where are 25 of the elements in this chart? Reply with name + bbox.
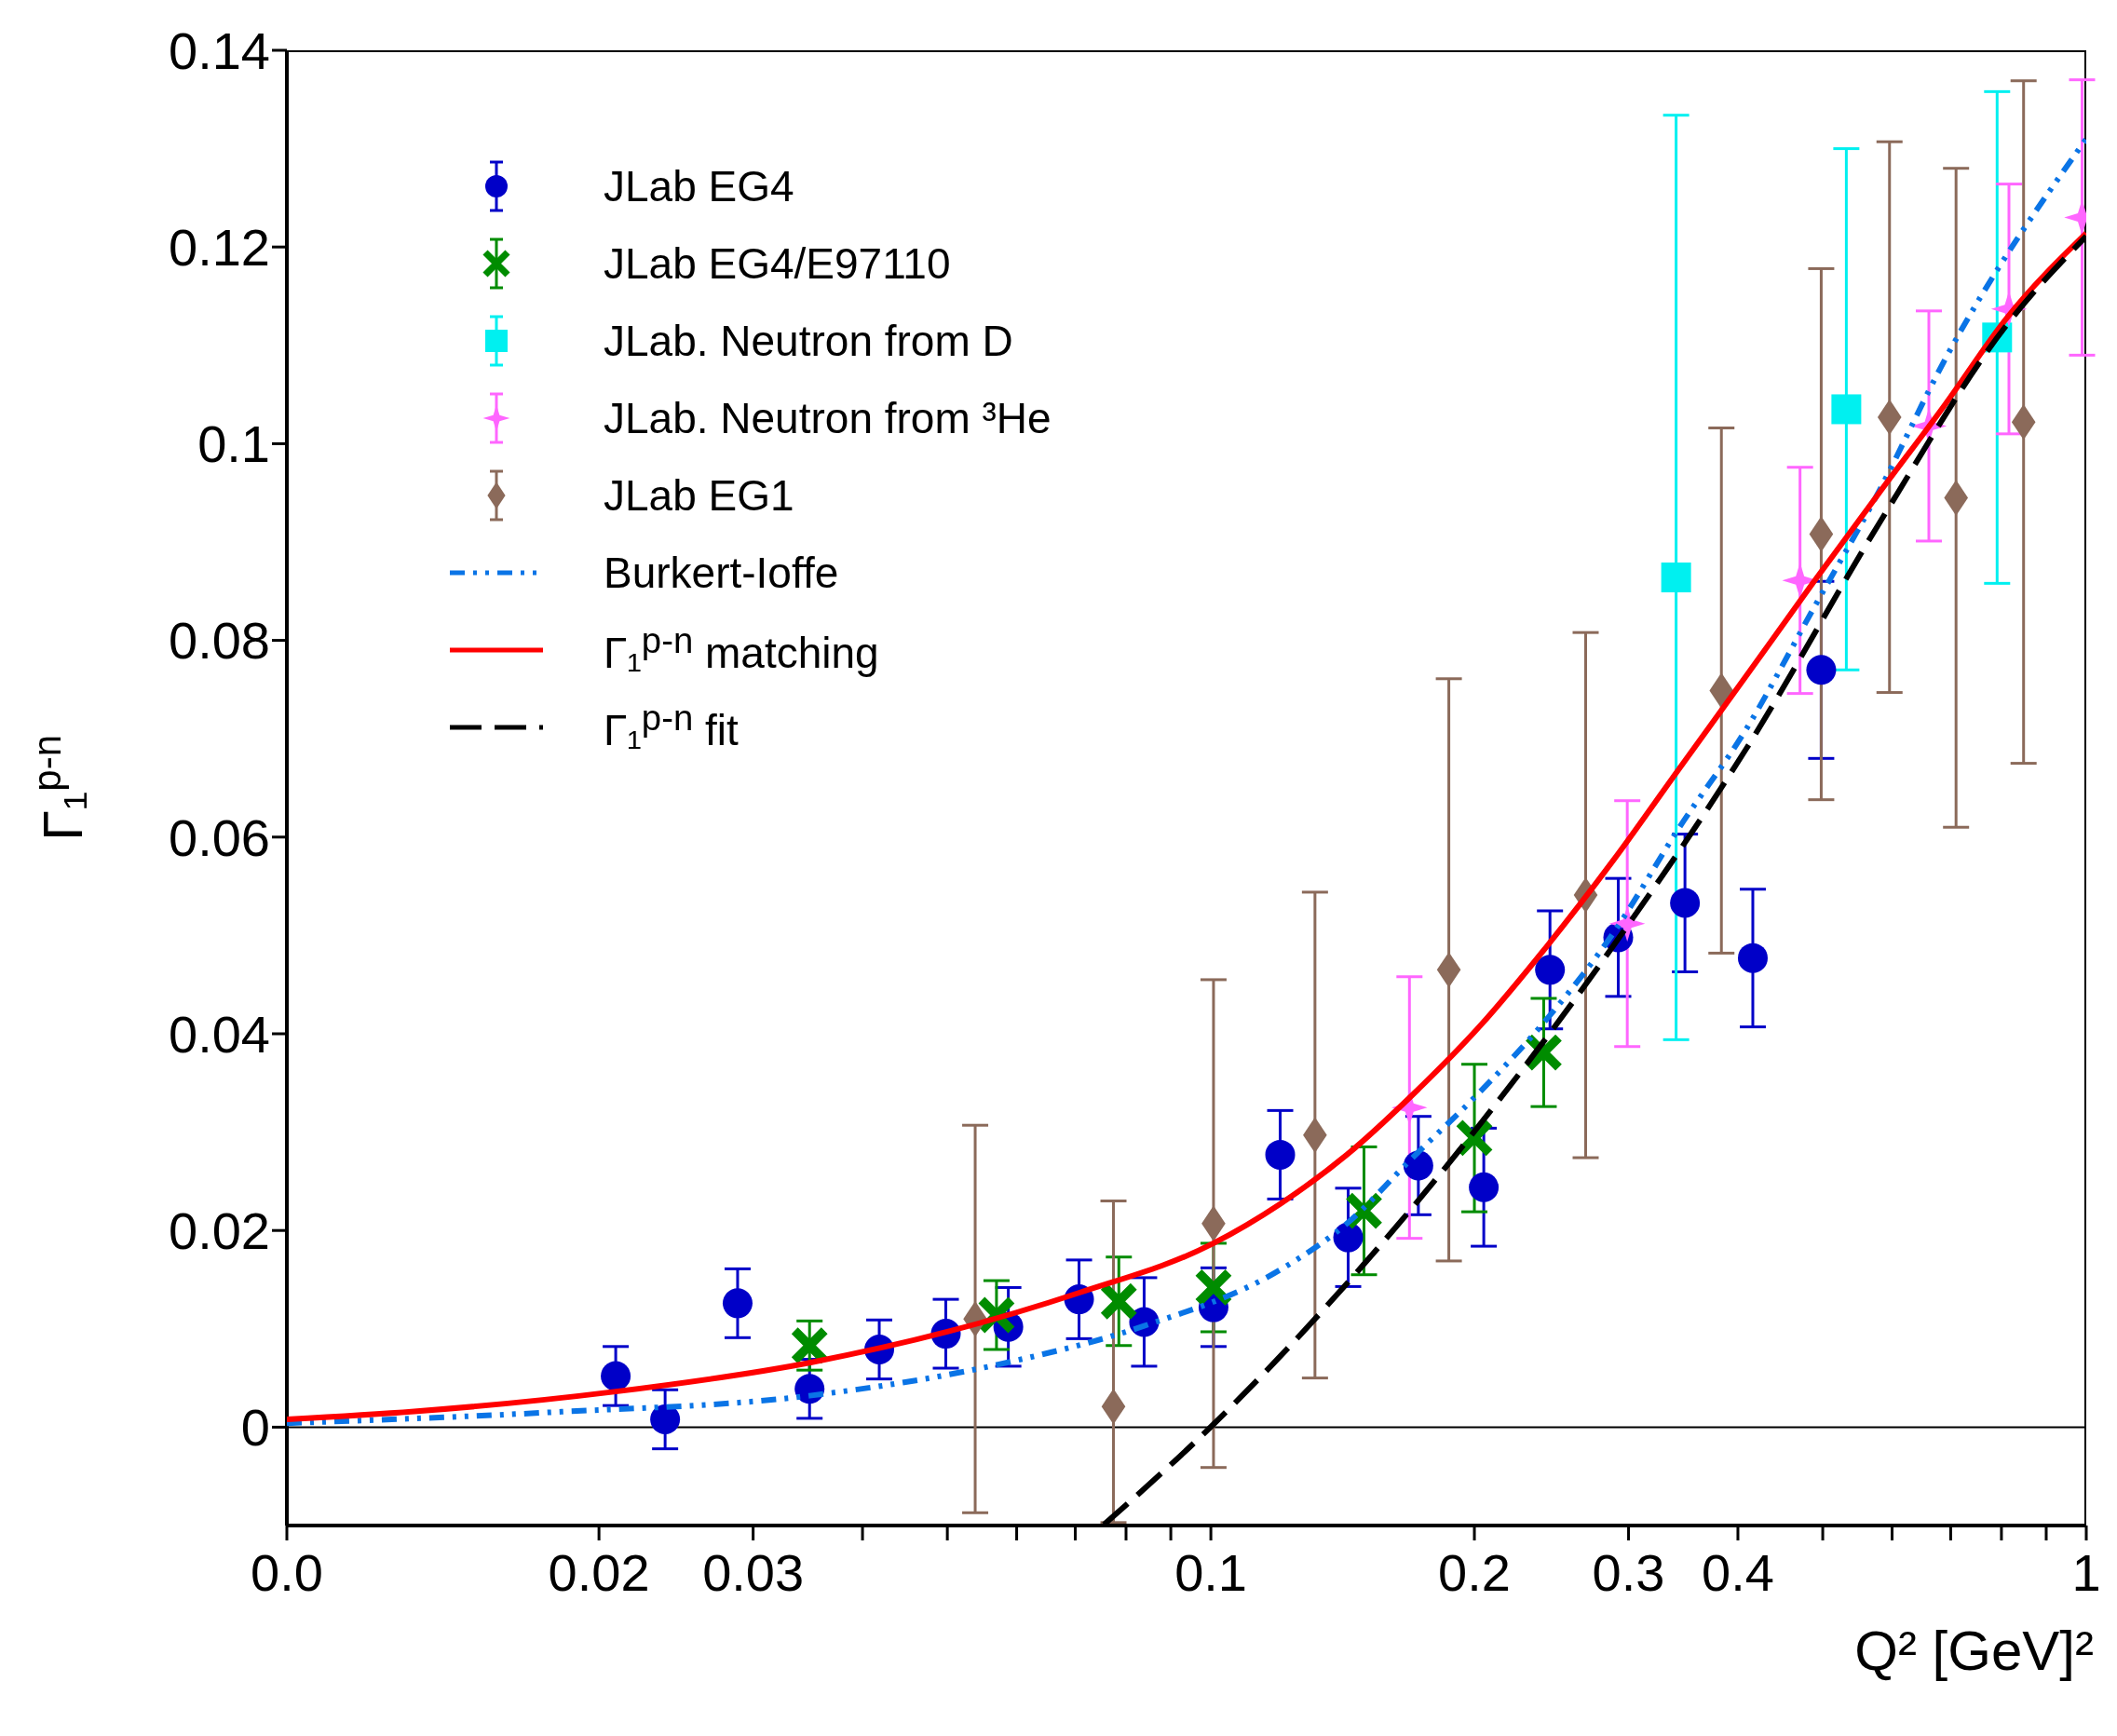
x-tick-label: 0.2 — [1438, 1543, 1511, 1602]
x-tick-label: 0.03 — [702, 1543, 805, 1602]
legend-label: JLab EG4 — [604, 160, 794, 211]
x-tick-label: 1 — [2071, 1543, 2101, 1602]
legend-label: JLab EG4/E97110 — [604, 237, 951, 289]
x-axis-title: Q² [GeV]² — [1854, 1619, 2094, 1683]
legend-label: Γ₁$^{p-n}$ fit — [604, 698, 739, 756]
y-tick-label: 0.02 — [169, 1201, 270, 1261]
y-tick-label: 0.04 — [169, 1004, 270, 1064]
x-tick-label: 0.02 — [548, 1543, 650, 1602]
x-tick-label: 0.0 — [251, 1543, 323, 1602]
y-tick-label: 0.12 — [169, 218, 270, 278]
y-tick-label: 0.08 — [169, 611, 270, 671]
x-tick-label: 0.1 — [1174, 1543, 1248, 1602]
x-tick-label: 0.3 — [1592, 1543, 1665, 1602]
y-tick-label: 0.1 — [197, 414, 270, 474]
y-tick-label: 0.14 — [169, 20, 270, 80]
legend-label: JLab. Neutron from D — [604, 315, 1013, 366]
legend-label: JLab EG1 — [604, 469, 794, 521]
legend-label: Γ₁$^{p-n}$ matching — [604, 620, 879, 679]
x-tick-label: 0.4 — [1702, 1543, 1774, 1602]
legend-label: Burkert-Ioffe — [604, 547, 839, 598]
legend-label: JLab. Neutron from ³He — [604, 392, 1052, 443]
y-tick-label: 0.06 — [169, 807, 270, 867]
y-tick-label: 0 — [240, 1398, 270, 1458]
